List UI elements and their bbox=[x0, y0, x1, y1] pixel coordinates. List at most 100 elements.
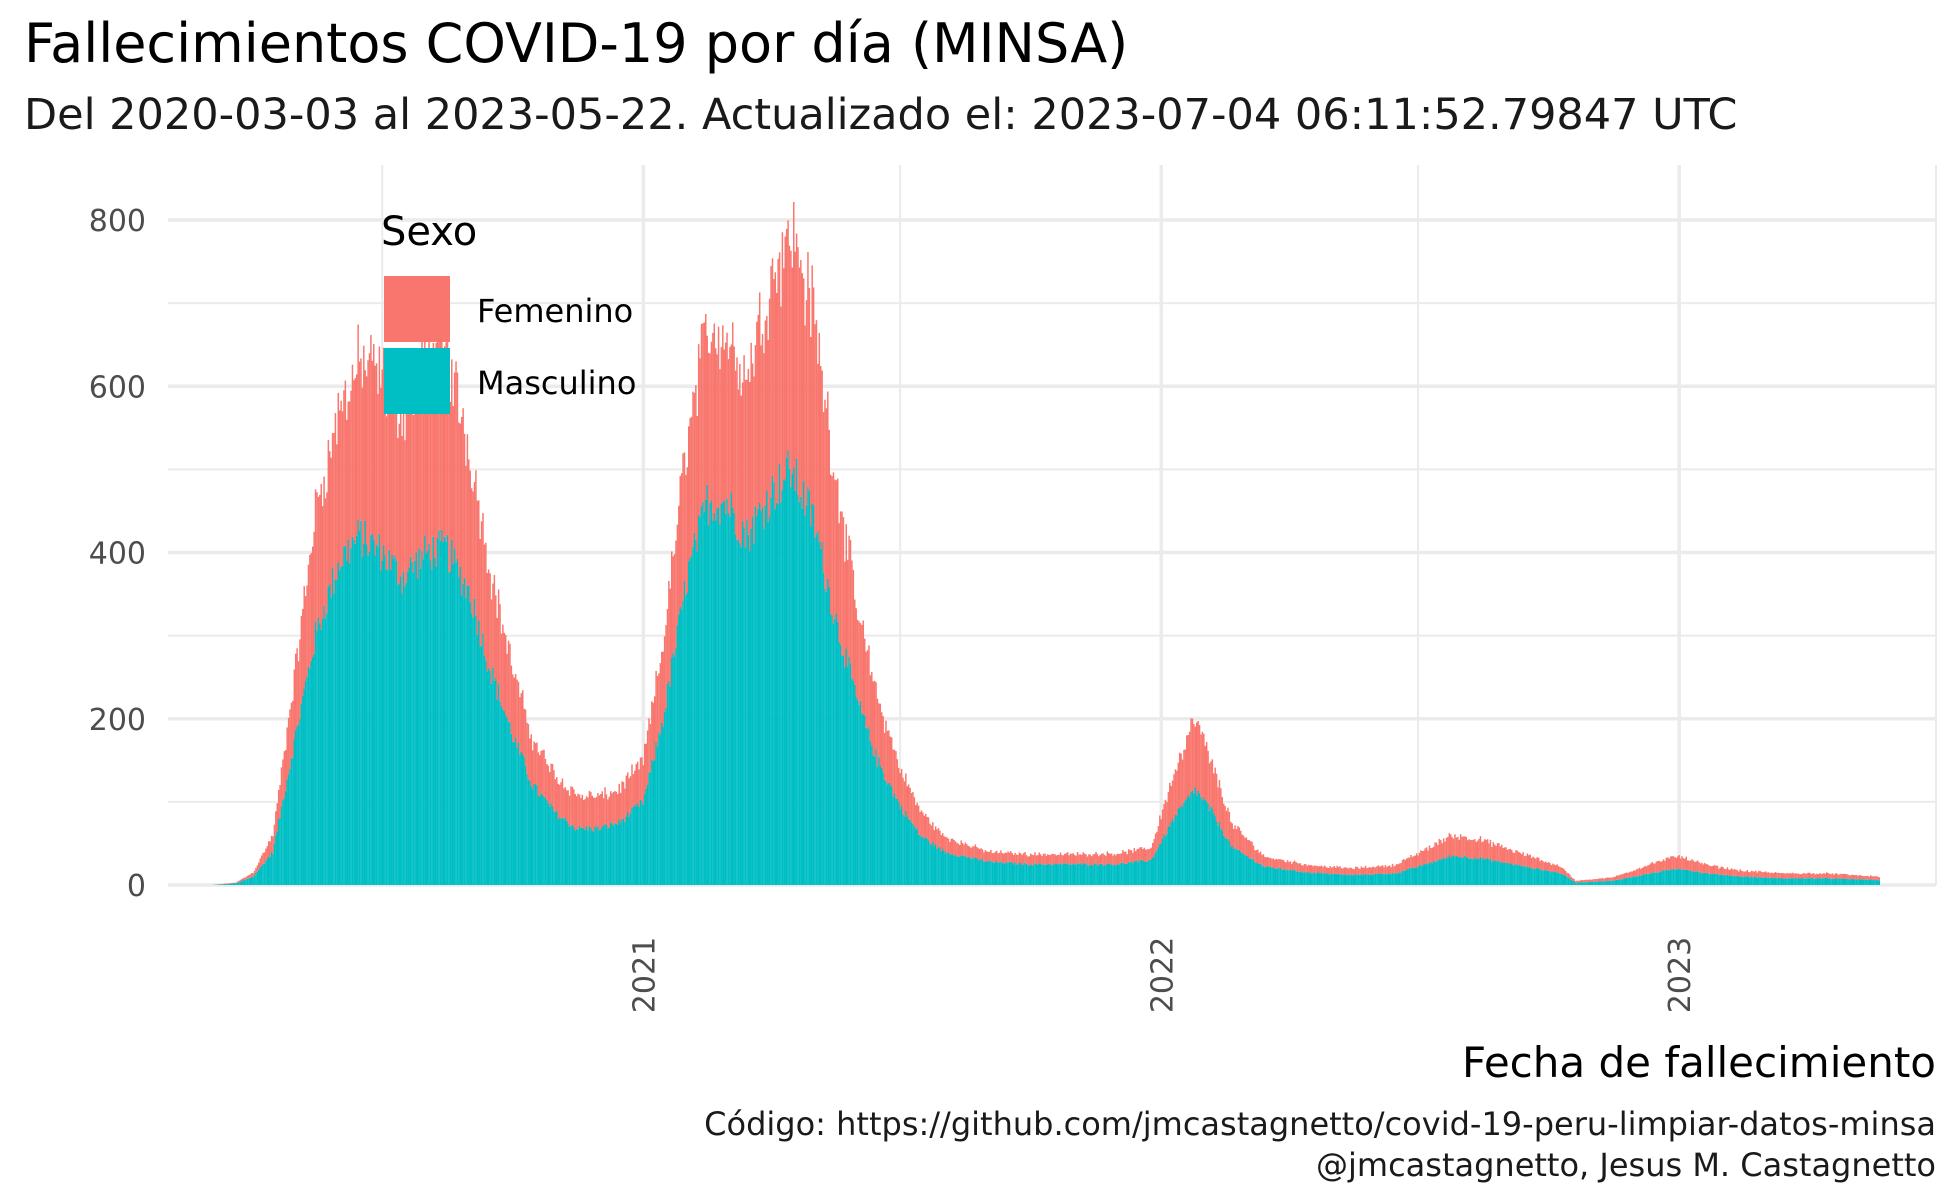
bar-masculino bbox=[1309, 873, 1311, 885]
bar-masculino bbox=[1065, 863, 1067, 885]
bar-femenino bbox=[1187, 735, 1189, 796]
bar-femenino bbox=[431, 395, 433, 570]
bar-femenino bbox=[966, 844, 968, 858]
bar-masculino bbox=[1843, 878, 1845, 885]
bar-femenino bbox=[385, 416, 388, 570]
bar-femenino bbox=[1041, 856, 1043, 865]
bar-masculino bbox=[862, 714, 865, 885]
bar-femenino bbox=[1252, 845, 1255, 860]
bar-femenino bbox=[548, 772, 551, 807]
bar-femenino bbox=[673, 554, 676, 657]
bar-femenino bbox=[714, 348, 717, 521]
bar-masculino bbox=[1393, 873, 1395, 885]
bar-femenino bbox=[1522, 852, 1524, 866]
bar-masculino bbox=[527, 779, 530, 885]
bar-femenino bbox=[784, 236, 786, 481]
bar-masculino bbox=[297, 724, 300, 885]
bar-femenino bbox=[1377, 865, 1380, 875]
bar-masculino bbox=[1650, 873, 1652, 885]
bar-masculino bbox=[634, 805, 636, 885]
bar-femenino bbox=[626, 772, 629, 813]
bar-masculino bbox=[980, 858, 982, 885]
bar-femenino bbox=[1326, 867, 1329, 875]
bar-masculino bbox=[1630, 877, 1632, 885]
bar-masculino bbox=[1831, 878, 1834, 885]
bar-masculino bbox=[273, 843, 276, 885]
bar-femenino bbox=[1607, 877, 1609, 881]
bar-masculino bbox=[1637, 876, 1639, 885]
bar-femenino bbox=[1289, 861, 1292, 870]
bar-masculino bbox=[1447, 857, 1449, 885]
bar-femenino bbox=[846, 559, 849, 667]
bar-femenino bbox=[963, 844, 965, 856]
bar-masculino bbox=[1516, 864, 1519, 885]
bar-femenino bbox=[1211, 759, 1214, 809]
bar-masculino bbox=[1800, 878, 1802, 885]
bar-femenino bbox=[563, 788, 565, 820]
bar-femenino bbox=[1678, 855, 1680, 869]
bar-masculino bbox=[1862, 879, 1865, 885]
bar-masculino bbox=[397, 585, 399, 885]
bar-femenino bbox=[1339, 866, 1341, 875]
bar-masculino bbox=[1193, 792, 1195, 885]
bar-masculino bbox=[655, 741, 657, 885]
bar-masculino bbox=[375, 544, 378, 885]
bar-masculino bbox=[621, 818, 623, 885]
bar-femenino bbox=[1156, 831, 1158, 851]
bar-femenino bbox=[635, 764, 637, 807]
bar-femenino bbox=[699, 358, 701, 517]
bar-masculino bbox=[1573, 881, 1575, 885]
bar-femenino bbox=[1512, 852, 1514, 866]
bar-femenino bbox=[976, 846, 978, 858]
bar-femenino bbox=[1740, 870, 1743, 877]
bar-femenino bbox=[683, 452, 686, 581]
bar-masculino bbox=[551, 806, 554, 885]
bar-femenino bbox=[1759, 870, 1761, 878]
bar-femenino bbox=[1208, 763, 1211, 811]
bar-masculino bbox=[1278, 867, 1280, 885]
bar-femenino bbox=[1803, 872, 1805, 879]
bar-femenino bbox=[916, 802, 918, 829]
bar-masculino bbox=[998, 862, 1001, 885]
bar-femenino bbox=[1668, 858, 1670, 871]
bar-femenino bbox=[1045, 855, 1048, 866]
bar-masculino bbox=[1170, 821, 1172, 885]
bar-masculino bbox=[924, 837, 927, 885]
bar-femenino bbox=[1871, 876, 1873, 881]
bar-masculino bbox=[846, 666, 849, 885]
bar-masculino bbox=[1379, 873, 1381, 885]
bar-masculino bbox=[1596, 881, 1598, 885]
bar-femenino bbox=[1640, 868, 1642, 876]
bar-femenino bbox=[722, 325, 724, 503]
bar-femenino bbox=[571, 786, 574, 825]
bar-masculino bbox=[422, 559, 425, 885]
bar-femenino bbox=[1096, 854, 1099, 866]
bar-masculino bbox=[510, 733, 513, 885]
bar-femenino bbox=[311, 546, 314, 658]
bar-masculino bbox=[943, 850, 945, 885]
bar-masculino bbox=[702, 502, 704, 885]
bar-femenino bbox=[317, 496, 320, 618]
bar-masculino bbox=[987, 860, 989, 885]
bar-masculino bbox=[391, 554, 393, 885]
bar-femenino bbox=[418, 347, 420, 549]
bar-femenino bbox=[348, 401, 351, 564]
bar-masculino bbox=[419, 568, 422, 885]
bar-masculino bbox=[1546, 870, 1548, 885]
bar-femenino bbox=[1017, 854, 1019, 865]
bar-masculino bbox=[1261, 865, 1263, 885]
bar-femenino bbox=[1590, 879, 1592, 882]
bar-masculino bbox=[1103, 865, 1106, 885]
bar-femenino bbox=[1824, 873, 1827, 879]
bar-femenino bbox=[1237, 826, 1239, 850]
bar-masculino bbox=[649, 771, 652, 885]
bar-masculino bbox=[1281, 869, 1283, 885]
bar-femenino bbox=[670, 551, 673, 658]
bar-femenino bbox=[672, 556, 674, 653]
bar-masculino bbox=[1037, 864, 1039, 885]
bar-masculino bbox=[1845, 878, 1848, 885]
bar-masculino bbox=[763, 528, 765, 885]
bar-femenino bbox=[529, 738, 531, 782]
bar-femenino bbox=[912, 792, 914, 824]
bar-femenino bbox=[1300, 865, 1303, 873]
